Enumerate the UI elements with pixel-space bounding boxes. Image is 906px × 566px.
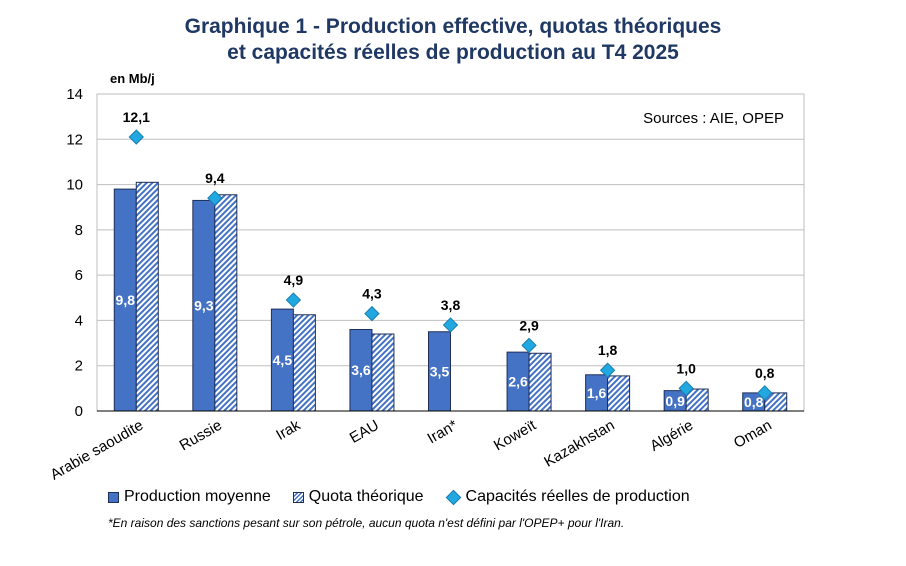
bar-quota [135,181,159,412]
capacity-label: 1,0 [676,360,696,376]
bar-production-label: 3,6 [351,362,371,378]
bar-production-label: 2,6 [508,374,528,390]
legend-swatch-capacity [445,489,461,505]
bar-quota [214,194,238,412]
y-tick-label: 0 [75,403,83,420]
capacity-marker [757,385,773,401]
capacity-label: 12,1 [123,109,150,125]
chart-title: Graphique 1 - Production effective, quot… [0,14,906,66]
legend: Production moyenne Quota théorique Capac… [108,488,712,506]
bar-production-label: 9,3 [194,298,214,314]
capacity-label: 4,9 [284,272,304,288]
sources-note: Sources : AIE, OPEP [643,110,784,127]
bar-production-label: 1,6 [587,385,607,401]
capacity-marker [442,317,459,333]
chart-title-line1: Graphique 1 - Production effective, quot… [184,15,722,38]
x-category-label: Koweït [491,416,540,454]
chart-title-line2: et capacités réelles de production au T4… [227,41,679,64]
x-category-label: Kazakhstan [541,417,617,471]
capacity-label: 9,4 [205,170,225,186]
legend-label-production: Production moyenne [124,488,271,505]
capacity-marker [599,362,616,378]
legend-item-capacity: Capacités réelles de production [445,488,690,506]
capacity-label: 0,8 [755,365,775,381]
capacity-label: 2,9 [519,317,539,333]
bar-production-label: 9,8 [116,292,136,308]
capacity-label: 3,8 [441,297,461,313]
capacity-marker [521,337,537,354]
capacity-label: 4,3 [362,286,382,302]
capacity-marker [128,129,144,145]
y-tick-label: 4 [75,312,83,329]
bar-quota [292,314,316,412]
legend-item-quota: Quota théorique [292,488,424,506]
y-axis-unit-label: en Mb/j [110,71,155,86]
bar-quota [528,352,552,412]
legend-swatch-quota [292,491,304,503]
capacity-marker [364,305,380,322]
capacity-marker [285,292,302,308]
y-tick-label: 12 [66,131,83,148]
capacity-label: 1,8 [598,342,618,358]
capacity-marker [207,190,223,206]
y-tick-label: 8 [75,222,83,239]
capacity-marker [678,380,694,397]
y-tick-label: 14 [66,86,83,103]
x-category-label: EAU [347,417,382,447]
legend-item-production: Production moyenne [108,488,271,506]
y-tick-label: 10 [66,177,83,194]
bar-production-label: 3,5 [430,363,450,379]
bar-quota [371,333,395,412]
x-category-label: Russie [177,417,225,455]
x-category-label: Irak [273,416,304,443]
footnote: *En raison des sanctions pesant sur son … [108,516,625,530]
legend-swatch-production [108,491,119,503]
x-category-label: Iran* [425,417,461,448]
bar-production-label: 0,8 [744,394,764,410]
x-category-label: Arabie saoudite [47,417,146,484]
bar-production-label: 4,5 [273,352,293,368]
y-tick-label: 2 [75,358,83,375]
legend-label-quota: Quota théorique [308,488,424,505]
x-category-label: Algérie [647,417,696,455]
bar-quota [607,375,631,412]
bar-production-label: 0,9 [665,393,685,409]
x-category-label: Oman [731,417,775,452]
y-tick-label: 6 [75,267,83,284]
legend-label-capacity: Capacités réelles de production [465,488,690,505]
